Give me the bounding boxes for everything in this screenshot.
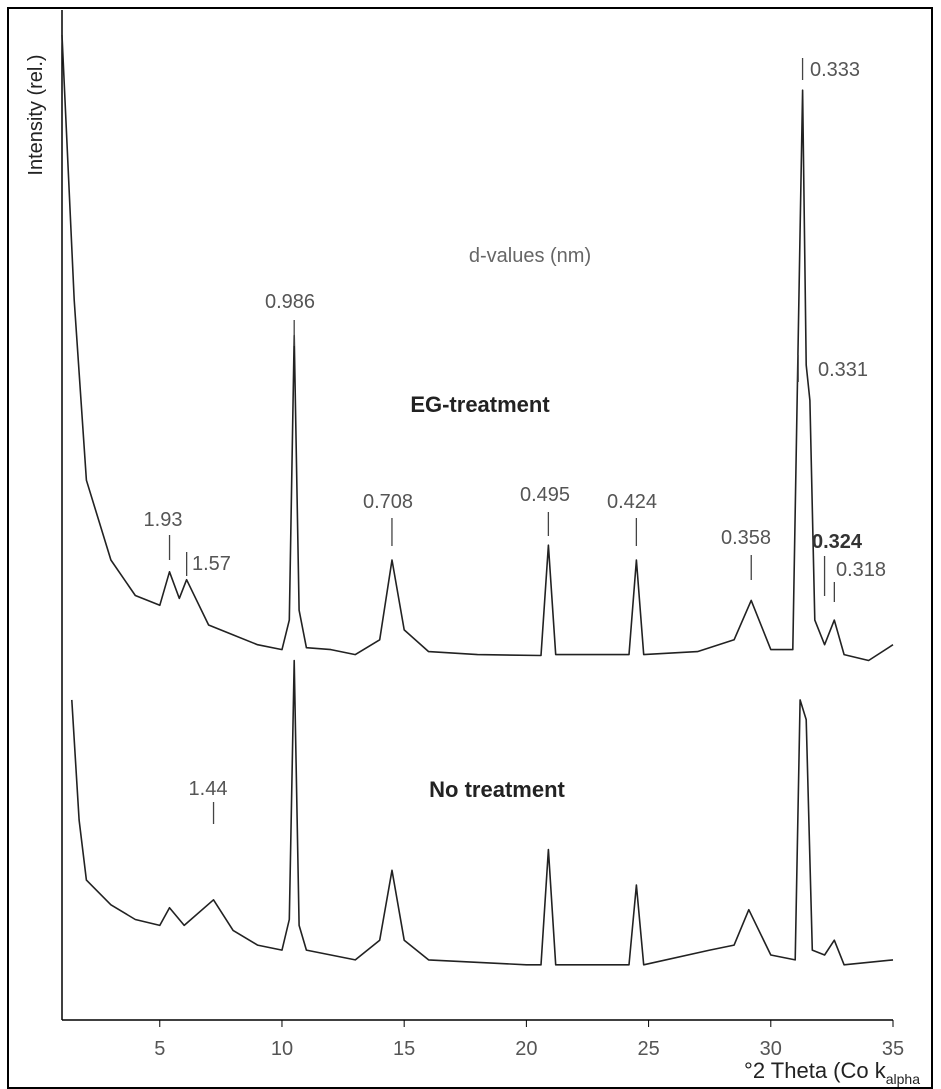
peak-label: 0.495 [520, 484, 570, 506]
x-tick-label: 35 [882, 1038, 904, 1060]
peak-label: 1.93 [144, 509, 183, 531]
x-axis-label-text: °2 Theta (Co k [744, 1058, 887, 1083]
peak-label: 0.424 [607, 491, 657, 513]
x-tick-label: 25 [637, 1038, 659, 1060]
peak-label: 0.333 [810, 59, 860, 81]
peak-label: 0.708 [363, 491, 413, 513]
annotation: d-values (nm) [469, 245, 591, 267]
x-tick-label: 15 [393, 1038, 415, 1060]
x-tick-label: 5 [154, 1038, 165, 1060]
peak-label: 0.318 [836, 559, 886, 581]
series-line [61, 34, 894, 662]
x-tick-label: 30 [760, 1038, 782, 1060]
peak-label: 0.986 [265, 291, 315, 313]
series-line [71, 659, 894, 966]
peak-label: 0.324 [812, 531, 863, 553]
frame [7, 7, 933, 1089]
y-axis-label: Intensity (rel.) [25, 54, 47, 175]
annotation: No treatment [429, 777, 565, 802]
peak-label: 1.57 [192, 553, 231, 575]
peak-label: 0.331 [818, 359, 868, 381]
x-axis-label-subscript: alpha [886, 1071, 920, 1087]
x-axis-label: °2 Theta (Co kalpha [744, 1058, 920, 1087]
x-tick-label: 10 [271, 1038, 293, 1060]
peak-label: 1.44 [189, 778, 228, 800]
annotation: EG-treatment [410, 392, 550, 417]
peak-label: 0.358 [721, 527, 771, 549]
x-tick-label: 20 [515, 1038, 537, 1060]
